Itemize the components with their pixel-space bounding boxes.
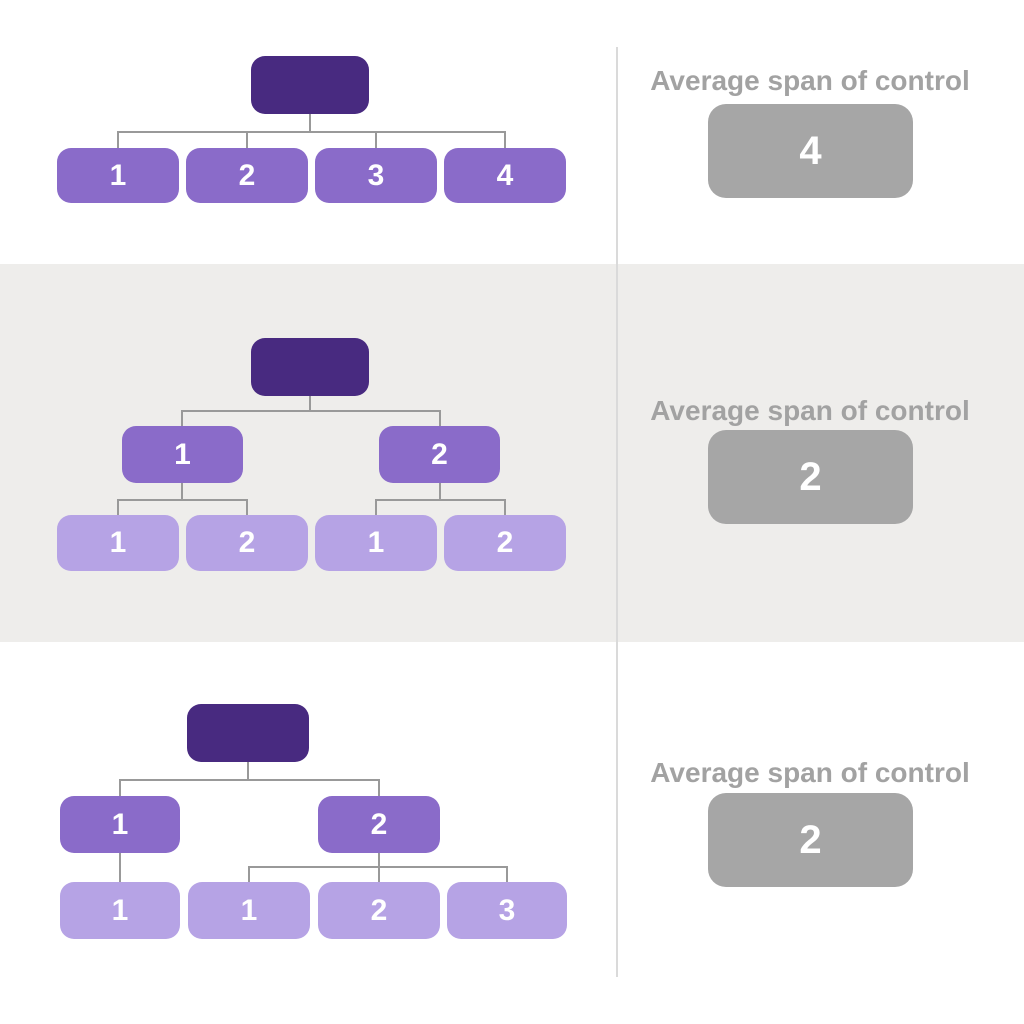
connector-vline	[119, 853, 121, 882]
connector-vline	[246, 131, 248, 148]
connector-vline	[506, 866, 508, 882]
connector-vline	[378, 853, 380, 866]
span-value: 2	[799, 454, 822, 499]
connector-vline	[378, 779, 380, 796]
connector-hline	[375, 499, 506, 501]
span-value: 4	[799, 128, 822, 173]
org-node: 2	[318, 796, 440, 853]
org-node: 1	[57, 515, 179, 571]
org-node: 1	[188, 882, 310, 939]
org-node: 1	[57, 148, 179, 203]
org-node: 2	[186, 148, 308, 203]
connector-vline	[248, 866, 250, 882]
org-node: 4	[444, 148, 566, 203]
connector-hline	[181, 410, 441, 412]
connector-hline	[117, 131, 506, 133]
connector-vline	[247, 762, 249, 779]
connector-vline	[181, 410, 183, 426]
root-node	[251, 338, 369, 396]
span-value: 2	[799, 817, 822, 862]
connector-vline	[378, 866, 380, 882]
span-label: Average span of control	[650, 65, 970, 96]
connector-vline	[309, 114, 311, 131]
span-label: Average span of control	[650, 757, 970, 788]
connector-hline	[117, 499, 248, 501]
connector-vline	[309, 396, 311, 410]
org-node: 2	[186, 515, 308, 571]
org-node: 3	[315, 148, 437, 203]
connector-vline	[439, 410, 441, 426]
span-label: Average span of control	[650, 395, 970, 426]
org-node: 2	[444, 515, 566, 571]
connector-vline	[504, 131, 506, 148]
connector-vline	[181, 483, 183, 499]
connector-vline	[375, 131, 377, 148]
org-node: 2	[318, 882, 440, 939]
org-node: 2	[379, 426, 500, 483]
root-node	[251, 56, 369, 114]
connector-vline	[119, 779, 121, 796]
connector-hline	[119, 779, 380, 781]
org-node: 1	[122, 426, 243, 483]
connector-vline	[117, 131, 119, 148]
connector-vline	[504, 499, 506, 515]
span-value-box: 2	[708, 793, 913, 887]
org-node: 3	[447, 882, 567, 939]
connector-vline	[117, 499, 119, 515]
column-divider	[616, 47, 618, 977]
org-node: 1	[60, 882, 180, 939]
org-node: 1	[60, 796, 180, 853]
org-node: 1	[315, 515, 437, 571]
connector-vline	[375, 499, 377, 515]
span-value-box: 4	[708, 104, 913, 198]
connector-vline	[439, 483, 441, 499]
connector-vline	[246, 499, 248, 515]
span-value-box: 2	[708, 430, 913, 524]
root-node	[187, 704, 309, 762]
